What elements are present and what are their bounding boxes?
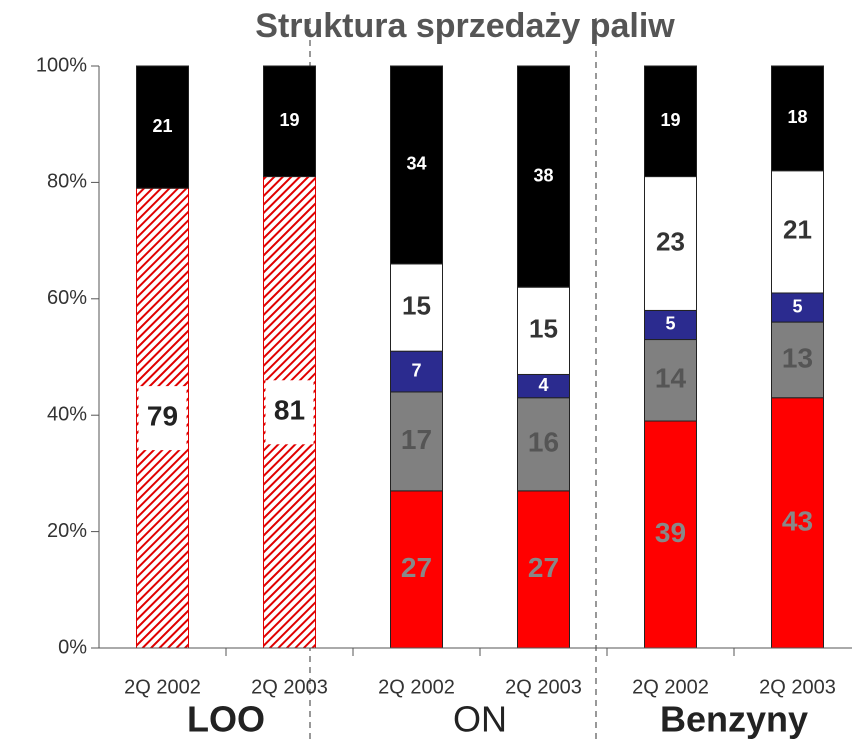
bar-segment [390,263,443,352]
value-label: 27 [528,552,559,583]
chart-title: Struktura sprzedaży paliw [255,7,675,45]
value-label: 21 [152,116,172,136]
value-label: 4 [538,375,548,395]
value-label: 19 [660,110,680,130]
bar-segment [771,292,824,323]
x-tick-label: 2Q 2002 [378,676,455,698]
bar-segment [136,65,189,189]
y-tick-label: 80% [47,171,87,193]
value-label: 15 [529,314,558,344]
bar-segment [644,339,697,422]
bar-segment [771,321,824,399]
label-box [265,380,314,445]
bar-segment [644,420,697,649]
y-tick-label: 0% [58,636,87,658]
value-label: 79 [147,401,178,432]
value-label: 18 [787,107,807,127]
value-label: 23 [656,226,685,256]
bar-segment [771,170,824,294]
value-label: 16 [528,427,559,458]
value-label: 7 [411,360,421,380]
bar-segment [390,490,443,649]
value-label: 13 [782,342,813,373]
x-tick-label: 2Q 2003 [759,676,836,698]
group-label: Benzyny [660,699,808,740]
group-label: ON [453,699,507,740]
bar-segment [517,65,570,288]
group-label: LOO [187,699,265,740]
x-tick-label: 2Q 2003 [251,676,328,698]
value-label: 19 [279,110,299,130]
value-label: 17 [401,424,432,455]
value-label: 38 [533,165,553,185]
bar-segment [771,65,824,172]
bar-segment [644,176,697,311]
value-label: 5 [665,314,675,334]
value-label: 34 [406,154,426,174]
bar-segment [771,397,824,649]
value-label: 39 [655,517,686,548]
value-label: 15 [402,290,431,320]
x-tick-label: 2Q 2003 [505,676,582,698]
y-tick-label: 20% [47,520,87,542]
value-label: 27 [401,552,432,583]
value-label: 14 [655,363,687,394]
bar-segment [644,65,697,178]
y-tick-label: 40% [47,403,87,425]
value-label: 81 [274,395,305,426]
x-tick-label: 2Q 2002 [124,676,201,698]
label-box [138,386,187,451]
y-tick-label: 100% [36,54,87,76]
value-label: 5 [792,296,802,316]
bar-segment [517,490,570,649]
bar-segment [517,397,570,492]
y-tick-label: 60% [47,287,87,309]
value-label: 43 [782,505,813,536]
bar-segment [390,65,443,265]
bar-segment [390,391,443,492]
bar-segment [644,309,697,341]
value-label: 21 [783,215,812,245]
bar-segment [263,65,316,178]
x-tick-label: 2Q 2002 [632,676,709,698]
